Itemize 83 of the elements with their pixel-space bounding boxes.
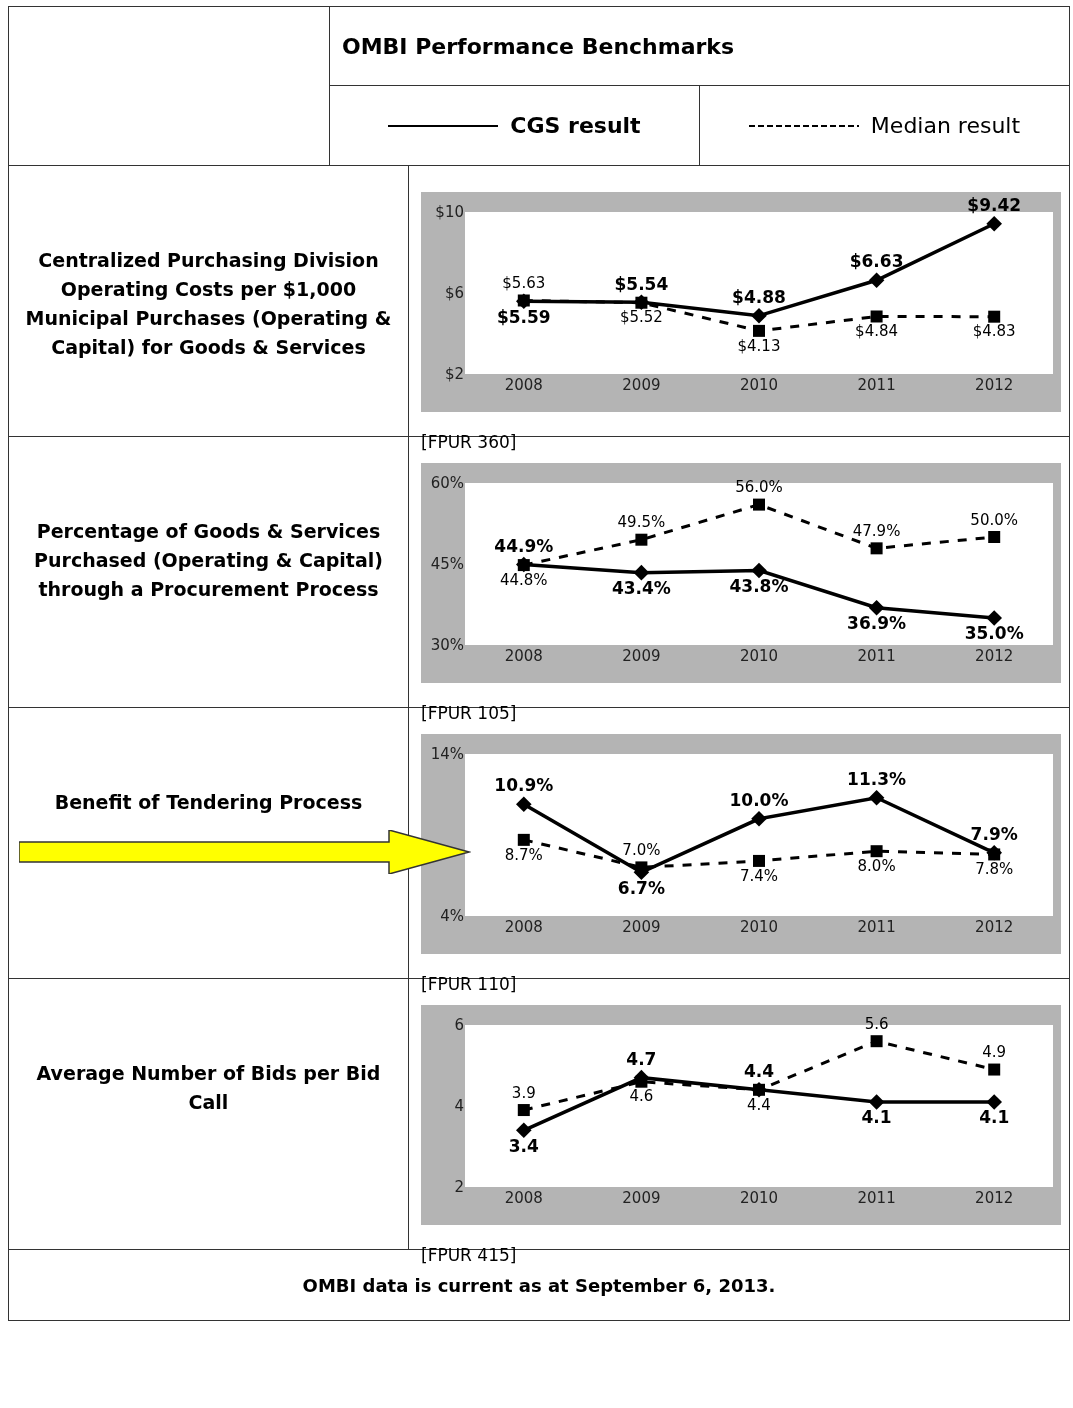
text: [FPUR 415]: [421, 1245, 518, 1265]
y-tick-label: $10: [435, 203, 464, 222]
data-label: 4.7: [626, 1048, 657, 1069]
data-label: 4.9: [982, 1043, 1007, 1062]
x-tick-label: 2011: [857, 376, 896, 394]
x-tick-label: 2010: [739, 647, 779, 665]
data-label: 8.7%: [504, 845, 543, 864]
data-label: 11.3%: [847, 768, 907, 789]
data-label: $4.84: [855, 322, 899, 341]
text: [FPUR 360]: [421, 432, 518, 452]
legend-label: Median result: [870, 113, 1021, 138]
y-tick-label: $6: [444, 284, 464, 303]
y-tick-label: 4%: [440, 907, 464, 926]
x-tick-label: 2009: [622, 1189, 661, 1207]
data-label: 43.8%: [729, 575, 789, 596]
x-tick-label: 2010: [739, 918, 779, 936]
x-tick-label: 2012: [975, 1189, 1014, 1207]
data-label: 50.0%: [970, 510, 1019, 529]
text: [FPUR 110]: [421, 974, 518, 994]
y-tick-label: 30%: [430, 636, 464, 655]
data-label: 7.8%: [975, 860, 1014, 879]
text: OMBI Performance Benchmarks: [330, 7, 1069, 86]
x-tick-label: 2008: [504, 918, 543, 936]
data-label: $4.88: [732, 286, 786, 307]
data-label: 4.4: [747, 1095, 771, 1114]
x-tick-label: 2009: [622, 647, 661, 665]
data-label: 4.1: [979, 1107, 1010, 1128]
data-label: 10.9%: [494, 775, 554, 796]
data-label: $4.13: [737, 336, 781, 355]
data-label: 47.9%: [852, 522, 901, 541]
x-tick-label: 2010: [739, 376, 779, 394]
x-tick-label: 2008: [504, 1189, 543, 1207]
x-tick-label: 2012: [975, 376, 1014, 394]
data-label: 56.0%: [735, 478, 783, 497]
x-tick-label: 2009: [622, 918, 661, 936]
data-label: $9.42: [967, 195, 1022, 215]
x-tick-label: 2011: [857, 647, 896, 665]
data-label: 44.8%: [499, 570, 548, 589]
text: Benefit of Tendering Process: [53, 790, 364, 815]
y-tick-label: 6: [454, 1016, 464, 1035]
legend-label: CGS result: [510, 113, 641, 138]
x-tick-label: 2012: [975, 647, 1014, 665]
data-label: 7.4%: [739, 866, 779, 885]
data-label: 5.6: [864, 1014, 889, 1033]
data-label: $5.54: [614, 273, 669, 294]
data-label: 6.7%: [617, 877, 665, 898]
data-label: $5.63: [502, 274, 546, 293]
data-label: $5.52: [619, 308, 663, 327]
text: OMBI data is current as at September 6, 2013.: [302, 1274, 776, 1296]
data-label: 3.4: [508, 1135, 540, 1156]
data-label: 35.0%: [964, 623, 1024, 644]
y-tick-label: 4: [454, 1097, 464, 1116]
data-label: 36.9%: [847, 612, 907, 633]
data-label: 44.9%: [494, 535, 554, 556]
text: Percentage of Goods & Services Purchased (Operating & Capital) through a Procurement Process: [33, 519, 384, 602]
data-label: 7.0%: [622, 841, 661, 860]
data-label: 4.4: [743, 1061, 775, 1082]
data-label: 8.0%: [857, 856, 896, 875]
y-tick-label: $2: [444, 365, 464, 384]
text: Average Number of Bids per Bid Call: [35, 1061, 382, 1115]
data-label: 43.4%: [611, 577, 671, 598]
y-tick-label: 45%: [430, 555, 464, 574]
text: Centralized Purchasing Division Operating Costs per $1,000 Municipal Purchases (Operating & Capital) for Goods & Services: [24, 248, 393, 360]
text: [FPUR 105]: [421, 703, 518, 723]
data-label: $6.63: [849, 251, 904, 272]
data-label: 4.6: [629, 1087, 654, 1106]
x-tick-label: 2010: [739, 1189, 779, 1207]
x-tick-label: 2012: [975, 918, 1014, 936]
x-tick-label: 2008: [504, 647, 543, 665]
y-tick-label: 2: [454, 1178, 464, 1197]
data-label: 4.1: [861, 1107, 892, 1128]
y-tick-label: 60%: [430, 474, 464, 493]
data-label: 49.5%: [617, 513, 666, 532]
x-tick-label: 2008: [504, 376, 543, 394]
x-tick-label: 2011: [857, 1189, 896, 1207]
data-label: $5.59: [496, 306, 551, 327]
x-tick-label: 2009: [622, 376, 661, 394]
data-label: $4.83: [972, 322, 1016, 341]
y-tick-label: 14%: [430, 745, 464, 764]
data-label: 3.9: [511, 1083, 536, 1102]
data-label: 7.9%: [970, 824, 1018, 845]
data-label: 10.0%: [729, 790, 789, 811]
x-tick-label: 2011: [857, 918, 896, 936]
